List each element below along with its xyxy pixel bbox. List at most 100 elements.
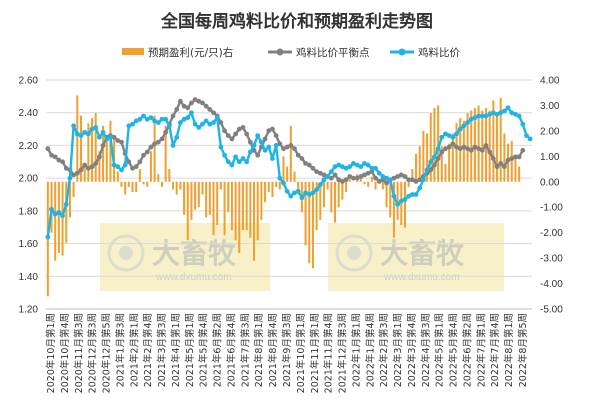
ratio-point bbox=[325, 174, 331, 179]
profit-bar bbox=[253, 181, 256, 261]
x-tick-label: 2021年12月第3周 bbox=[337, 313, 349, 393]
profit-bar bbox=[426, 133, 429, 182]
x-tick-label: 2022年6月第2周 bbox=[461, 313, 473, 387]
profit-bar bbox=[94, 113, 97, 182]
balance-point bbox=[450, 141, 456, 147]
chart-title: 全国每周鸡料比价和预期盈利走势图 bbox=[160, 11, 433, 32]
right-tick-label: -1.00 bbox=[540, 203, 563, 214]
balance-point bbox=[185, 105, 191, 111]
ratio-point bbox=[284, 188, 290, 194]
balance-point bbox=[314, 169, 320, 175]
balance-point bbox=[391, 175, 397, 181]
ratio-point bbox=[306, 192, 312, 197]
balance-point bbox=[292, 146, 297, 152]
ratio-point bbox=[159, 116, 165, 122]
balance-point bbox=[472, 144, 478, 150]
x-tick-label: 2022年3月第4周 bbox=[406, 313, 418, 387]
balance-point bbox=[177, 98, 183, 104]
profit-bar bbox=[496, 115, 499, 182]
profit-bar bbox=[374, 181, 377, 190]
x-tick-label: 2021年8月第4周 bbox=[267, 313, 279, 387]
ratio-point bbox=[222, 152, 227, 158]
balance-point bbox=[516, 154, 522, 160]
balance-point bbox=[476, 146, 482, 152]
balance-point bbox=[409, 177, 415, 183]
ratio-point bbox=[262, 147, 268, 153]
profit-bar bbox=[367, 181, 370, 187]
ratio-point bbox=[328, 169, 334, 175]
x-tick-label: 2022年8月第5周 bbox=[517, 313, 529, 387]
ratio-point bbox=[218, 144, 224, 150]
ratio-point bbox=[498, 110, 504, 116]
ratio-point bbox=[310, 190, 316, 196]
profit-bar bbox=[127, 181, 130, 187]
profit-bar bbox=[76, 95, 79, 182]
watermark-url: www.dxumu.com bbox=[155, 272, 232, 283]
ratio-line-series bbox=[45, 105, 533, 240]
profit-bar bbox=[407, 181, 410, 187]
balance-point bbox=[384, 180, 389, 186]
profit-bar bbox=[241, 181, 244, 231]
ratio-point bbox=[155, 120, 161, 125]
profit-bar bbox=[422, 130, 425, 182]
watermark-url: www.dxumu.com bbox=[383, 272, 460, 283]
ratio-point bbox=[45, 234, 51, 240]
profit-bar bbox=[172, 181, 175, 190]
ratio-point bbox=[362, 161, 367, 166]
profit-bar bbox=[201, 181, 204, 195]
profit-bar bbox=[514, 156, 517, 182]
ratio-point bbox=[336, 162, 342, 168]
balance-point bbox=[63, 165, 69, 171]
ratio-point bbox=[490, 110, 496, 116]
balance-point bbox=[505, 157, 511, 163]
profit-bar bbox=[297, 181, 300, 195]
balance-point bbox=[262, 136, 268, 142]
balance-point bbox=[130, 165, 135, 171]
ratio-point bbox=[435, 146, 441, 152]
right-tick-label: -3.00 bbox=[540, 254, 563, 265]
ratio-point bbox=[78, 133, 84, 139]
balance-point bbox=[328, 175, 334, 181]
profit-bar bbox=[168, 169, 171, 182]
ratio-point bbox=[406, 193, 412, 199]
ratio-point bbox=[89, 126, 95, 132]
right-tick-label: 2.00 bbox=[540, 126, 560, 137]
profit-bar bbox=[135, 181, 138, 192]
profit-bar bbox=[98, 151, 101, 182]
balance-point bbox=[52, 154, 58, 160]
left-tick-label: 1.80 bbox=[19, 206, 39, 217]
x-tick-label: 2021年8月第1周 bbox=[253, 313, 265, 387]
balance-point bbox=[137, 159, 143, 165]
profit-bar bbox=[72, 181, 75, 198]
ratio-point bbox=[203, 118, 209, 124]
ratio-point bbox=[520, 121, 526, 127]
ratio-point bbox=[96, 134, 102, 140]
balance-point bbox=[402, 174, 408, 179]
balance-point bbox=[365, 170, 371, 176]
balance-point bbox=[255, 152, 261, 158]
left-tick-label: 2.00 bbox=[19, 174, 39, 185]
balance-point bbox=[170, 113, 176, 119]
balance-point bbox=[432, 162, 437, 168]
balance-point bbox=[233, 131, 239, 137]
left-tick-label: 1.40 bbox=[19, 272, 39, 283]
right-tick-label: 0.00 bbox=[540, 177, 560, 188]
x-tick-label: 2021年2月第1周 bbox=[128, 313, 140, 387]
ratio-point bbox=[321, 177, 327, 183]
x-tick-label: 2022年3月第1周 bbox=[392, 313, 404, 387]
profit-bar bbox=[403, 181, 406, 228]
balance-point bbox=[479, 147, 485, 153]
profit-bar bbox=[208, 181, 211, 215]
ratio-point bbox=[104, 136, 110, 142]
ratio-point bbox=[255, 133, 261, 139]
x-tick-label: 2021年10月第1周 bbox=[295, 313, 307, 393]
profit-bar bbox=[440, 146, 443, 182]
profit-bar bbox=[481, 110, 484, 182]
x-tick-label: 2021年3月第3周 bbox=[156, 313, 168, 387]
ratio-point bbox=[67, 175, 73, 181]
x-tick-label: 2022年5月第4周 bbox=[448, 313, 460, 387]
profit-bar bbox=[157, 174, 160, 182]
x-tick-label: 2022年5月第1周 bbox=[434, 313, 446, 387]
ratio-point bbox=[207, 121, 213, 127]
ratio-point bbox=[314, 187, 320, 192]
